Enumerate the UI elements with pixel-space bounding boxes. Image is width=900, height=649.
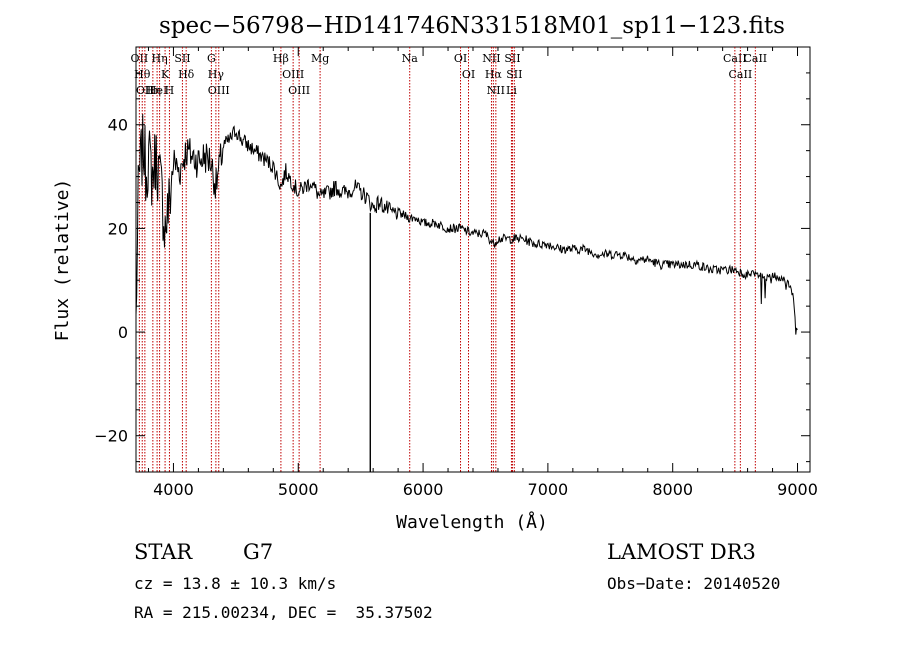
plot-frame <box>135 46 811 473</box>
observation-date: Obs−Date: 20140520 <box>607 574 781 593</box>
line-label: OI <box>462 68 475 81</box>
y-tick-label: 40 <box>108 116 128 135</box>
y-tick-label: 20 <box>108 219 128 238</box>
flux-series-group <box>135 114 798 472</box>
x-tick-label: 4000 <box>153 480 194 499</box>
line-label: Hθ <box>134 68 151 81</box>
line-label: Hβ <box>273 52 289 65</box>
line-label: CaII <box>723 52 747 65</box>
x-axis-label: Wavelength (Å) <box>396 511 548 533</box>
line-label: G <box>207 52 216 65</box>
line-label: NII <box>487 84 505 97</box>
line-label: NII <box>482 52 500 65</box>
x-tick-label: 7000 <box>528 480 569 499</box>
x-tick-label: 5000 <box>278 480 319 499</box>
line-label: OIII <box>208 84 230 97</box>
axis-ticks: 4000 5000 6000 7000 8000 9000 −20 0 20 40 <box>94 47 818 499</box>
flux-series <box>135 114 798 335</box>
line-label: SII <box>504 52 520 65</box>
line-label: HeI <box>147 84 167 97</box>
line-label: Mg <box>311 52 329 65</box>
redshift-velocity: cz = 13.8 ± 10.3 km/s <box>134 574 337 593</box>
line-label: OI <box>454 52 467 65</box>
line-label: H <box>165 84 175 97</box>
survey-name: LAMOST DR3 <box>607 540 756 564</box>
x-tick-label: 9000 <box>777 480 818 499</box>
line-label: K <box>161 68 170 81</box>
object-class: STAR <box>134 540 193 564</box>
emission-absorption-lines: OIIHθOIIHηHeIHηKHSIIHδGHγOIIIHβOIIIOIIIM… <box>131 47 767 472</box>
line-label: OIII <box>282 68 304 81</box>
line-label: Hδ <box>178 68 195 81</box>
line-label: OII <box>131 52 149 65</box>
line-label: Na <box>402 52 419 65</box>
line-label: Hγ <box>208 68 225 81</box>
object-subclass: G7 <box>243 540 274 564</box>
line-label: CaII <box>729 68 753 81</box>
line-label: Li <box>506 84 517 97</box>
line-label: OII <box>136 84 154 97</box>
line-label: OIII <box>288 84 310 97</box>
line-label: Hη <box>151 52 167 65</box>
x-tick-label: 6000 <box>403 480 444 499</box>
line-label: Hα <box>485 68 503 81</box>
y-tick-label: 0 <box>118 323 128 342</box>
line-label: CaII <box>743 52 767 65</box>
line-label: SII <box>506 68 522 81</box>
x-tick-label: 8000 <box>652 480 693 499</box>
coordinates: RA = 215.00234, DEC = 35.37502 <box>134 603 433 622</box>
y-tick-label: −20 <box>94 427 128 446</box>
line-label: SII <box>174 52 190 65</box>
y-axis-label: Flux (relative) <box>52 179 73 342</box>
chart-title: spec−56798−HD141746N331518M01_sp11−123.f… <box>159 13 785 39</box>
